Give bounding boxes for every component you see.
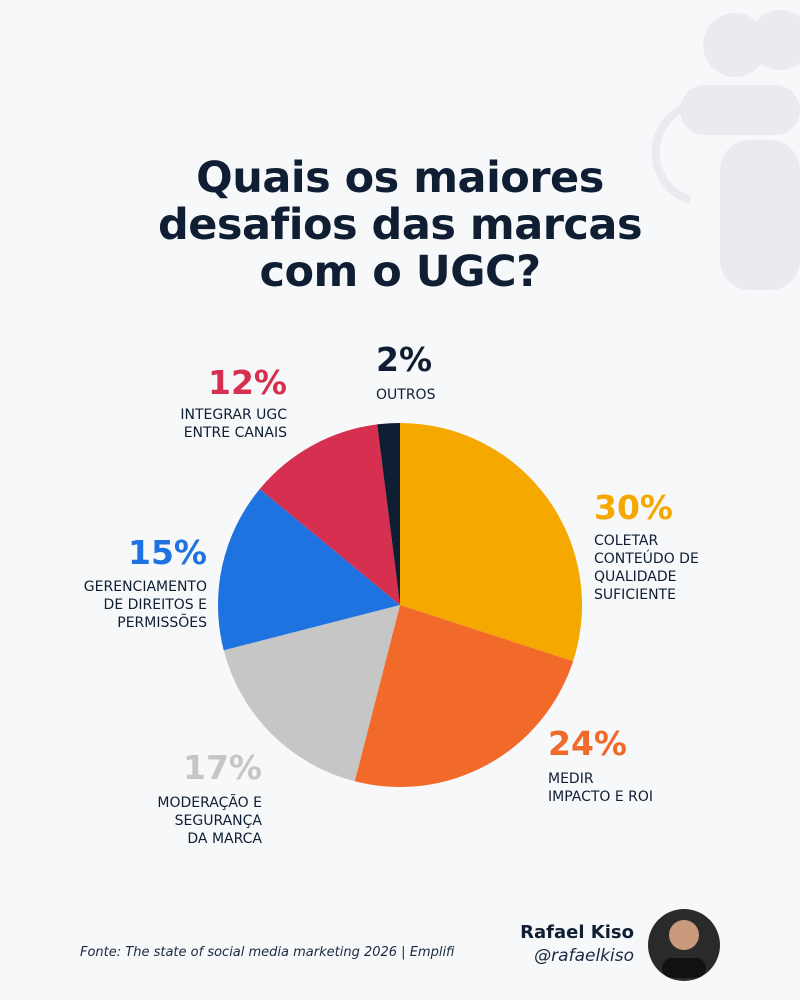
pie-slice bbox=[259, 424, 400, 605]
value-label: 24% bbox=[548, 724, 627, 763]
category-label: MODERAÇÃO E SEGURANÇA DA MARCA bbox=[157, 795, 262, 847]
category-label: COLETAR CONTEÚDO DE QUALIDADE SUFICIENTE bbox=[594, 533, 699, 603]
category-label: INTEGRAR UGC ENTRE CANAIS bbox=[180, 407, 287, 441]
value-label: 12% bbox=[208, 363, 287, 402]
pie-slice bbox=[377, 423, 400, 605]
pie-slice bbox=[354, 605, 574, 787]
pie-slice bbox=[223, 605, 400, 782]
pie-slice bbox=[217, 488, 400, 651]
value-label: 2% bbox=[376, 340, 433, 379]
category-label: MEDIR IMPACTO E ROI bbox=[548, 771, 654, 805]
avatar-body bbox=[662, 958, 706, 978]
handle: @rafaelkiso bbox=[534, 946, 634, 966]
category-label: GERENCIAMENTO DE DIREITOS E PERMISSÕES bbox=[83, 579, 207, 631]
source: Fonte: The state of social media marketi… bbox=[80, 945, 455, 960]
pie-slice bbox=[400, 423, 582, 662]
avatar-face bbox=[669, 920, 699, 950]
value-label: 17% bbox=[183, 748, 262, 787]
category-label: OUTROS bbox=[376, 387, 436, 403]
title: Quais os maiores desafios das marcas com… bbox=[157, 153, 643, 297]
value-label: 30% bbox=[594, 488, 673, 527]
value-label: 15% bbox=[128, 533, 207, 572]
author: Rafael Kiso bbox=[520, 922, 634, 943]
